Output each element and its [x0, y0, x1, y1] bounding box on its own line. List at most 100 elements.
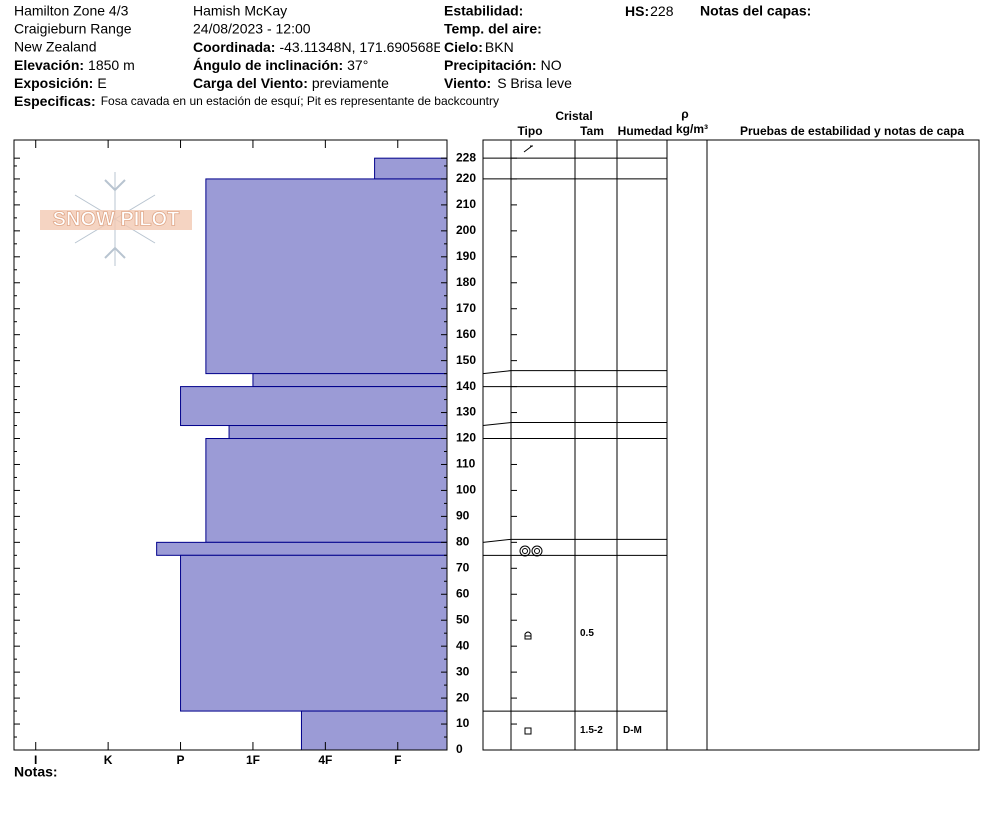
symbol-hoar [519, 545, 531, 557]
density-unit: kg/m³ [676, 122, 708, 136]
air-temp: Temp. del aire: [444, 21, 542, 37]
y-tick-label: 80 [456, 535, 470, 549]
x-tick-label: K [104, 753, 113, 767]
layer-connector [482, 370, 512, 375]
value: NO [541, 57, 562, 73]
sky: Cielo: BKN [444, 39, 514, 55]
layer-bar [300, 710, 448, 751]
label: Especificas: [14, 93, 96, 109]
layer-bar [205, 438, 448, 543]
coordinates: Coordinada: -43.11348N, 171.690568E [193, 39, 443, 55]
aspect: Exposición: E [14, 75, 107, 91]
wind: Viento: S Brisa leve [444, 75, 572, 91]
layer-bar [374, 157, 448, 180]
observer: Hamish McKay [193, 3, 287, 19]
country: New Zealand [14, 39, 97, 55]
layer-bar [252, 373, 448, 388]
value: 228 [650, 3, 674, 19]
label: Viento: [444, 75, 491, 91]
y-tick-label: 100 [456, 483, 476, 497]
x-tick-label: 1F [246, 753, 260, 767]
y-tick-label: 190 [456, 249, 476, 263]
notes-label: Notas: [14, 764, 58, 780]
y-tick-label: 50 [456, 612, 470, 626]
specifics: Especificas: Fosa cavada en un estación d… [14, 93, 499, 109]
x-tick-label: I [34, 753, 37, 767]
label: HS: [625, 3, 649, 19]
tests-header: Pruebas de estabilidad y notas de capa [740, 124, 964, 138]
x-tick-label: F [394, 753, 401, 767]
label: Carga del Viento: [193, 75, 308, 91]
table-frame [482, 139, 980, 751]
location: Hamilton Zone 4/3 [14, 3, 129, 19]
layer-bar [205, 178, 448, 375]
y-tick-label: 220 [456, 171, 476, 185]
grain-size: 1.5-2 [580, 725, 603, 736]
y-tick-label: 210 [456, 197, 476, 211]
y-tick-label: 170 [456, 301, 476, 315]
hs: HS:228 [625, 3, 674, 19]
label: Coordinada: [193, 39, 275, 55]
logo-band [40, 210, 192, 230]
y-tick-label: 160 [456, 327, 476, 341]
moisture-header: Humedad [618, 124, 673, 138]
moisture: D-M [623, 725, 642, 736]
stability: Estabilidad: [444, 3, 523, 19]
layer-bar [156, 541, 448, 556]
layer-bar [180, 554, 448, 712]
value: S Brisa leve [497, 75, 572, 91]
datetime: 24/08/2023 - 12:00 [193, 21, 311, 37]
range: Craigieburn Range [14, 21, 132, 37]
y-tick-label: 130 [456, 405, 476, 419]
layer-connector [482, 538, 512, 543]
logo-text: SNOW PILOT [53, 208, 180, 230]
value: E [97, 75, 106, 91]
y-tick-label: 90 [456, 509, 470, 523]
y-tick-label: 140 [456, 379, 476, 393]
symbol-faceted [524, 631, 532, 640]
elevation: Elevación: 1850 m [14, 57, 135, 73]
value: 1850 m [88, 57, 135, 73]
y-tick-label: 200 [456, 223, 476, 237]
precipitation: Precipitación: NO [444, 57, 562, 73]
value: -43.11348N, 171.690568E [279, 39, 442, 55]
plot-frame [13, 139, 448, 751]
rho-header: ρ [681, 107, 688, 121]
y-tick-label: 30 [456, 664, 470, 678]
y-tick-label: 228 [456, 150, 476, 164]
label: Exposición: [14, 75, 93, 91]
layer-bar [180, 386, 448, 427]
grain-size: 0.5 [580, 628, 594, 639]
size-header: Tam [580, 124, 604, 138]
label: Precipitación: [444, 57, 537, 73]
value: BKN [485, 39, 514, 55]
y-tick-label: 110 [456, 457, 476, 471]
layer-connector [482, 422, 512, 427]
value: 37° [347, 57, 368, 73]
value: previamente [312, 75, 389, 91]
label: Cielo: [444, 39, 483, 55]
x-tick-label: 4F [318, 753, 332, 767]
slope: Ángulo de inclinación: 37° [193, 57, 368, 73]
wind-load: Carga del Viento: previamente [193, 75, 389, 91]
symbol-square [524, 727, 532, 735]
y-tick-label: 60 [456, 586, 470, 600]
value: Fosa cavada en un estación de esquí; Pit… [101, 94, 499, 108]
y-tick-label: 70 [456, 560, 470, 574]
layer-bar [228, 425, 448, 440]
y-tick-label: 0 [456, 742, 463, 756]
label: Ángulo de inclinación: [193, 57, 343, 73]
crystal-header: Cristal [555, 109, 592, 123]
x-tick-label: P [177, 753, 185, 767]
symbol-precip [523, 145, 533, 153]
y-tick-label: 40 [456, 638, 470, 652]
y-tick-label: 20 [456, 690, 470, 704]
grain-symbols [519, 145, 543, 735]
label: Elevación: [14, 57, 84, 73]
y-tick-label: 10 [456, 716, 470, 730]
y-tick-label: 180 [456, 275, 476, 289]
header-bg [440, 0, 620, 95]
y-tick-label: 150 [456, 353, 476, 367]
y-tick-label: 120 [456, 431, 476, 445]
